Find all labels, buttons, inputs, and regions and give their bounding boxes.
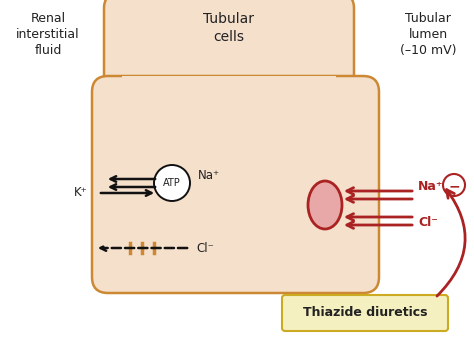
Text: Na⁺: Na⁺: [418, 180, 444, 193]
Text: −: −: [448, 179, 460, 193]
FancyArrowPatch shape: [437, 190, 465, 296]
Text: Na⁺: Na⁺: [198, 169, 220, 182]
Bar: [122, 76, 336, 98]
Text: Tubular
cells: Tubular cells: [203, 12, 255, 45]
Ellipse shape: [308, 181, 342, 229]
Text: Renal
interstitial
fluid: Renal interstitial fluid: [16, 12, 80, 57]
Text: Thiazide diuretics: Thiazide diuretics: [303, 307, 427, 320]
FancyBboxPatch shape: [282, 295, 448, 331]
FancyBboxPatch shape: [92, 76, 379, 293]
Text: Cl⁻: Cl⁻: [418, 216, 438, 229]
FancyBboxPatch shape: [104, 0, 354, 94]
Text: Tubular
lumen
(–10 mV): Tubular lumen (–10 mV): [400, 12, 456, 57]
Circle shape: [154, 165, 190, 201]
Bar: [130, 90, 330, 110]
Text: K⁺: K⁺: [74, 186, 88, 199]
Text: Cl⁻: Cl⁻: [196, 243, 214, 256]
Text: ATP: ATP: [163, 178, 181, 188]
Circle shape: [443, 174, 465, 196]
